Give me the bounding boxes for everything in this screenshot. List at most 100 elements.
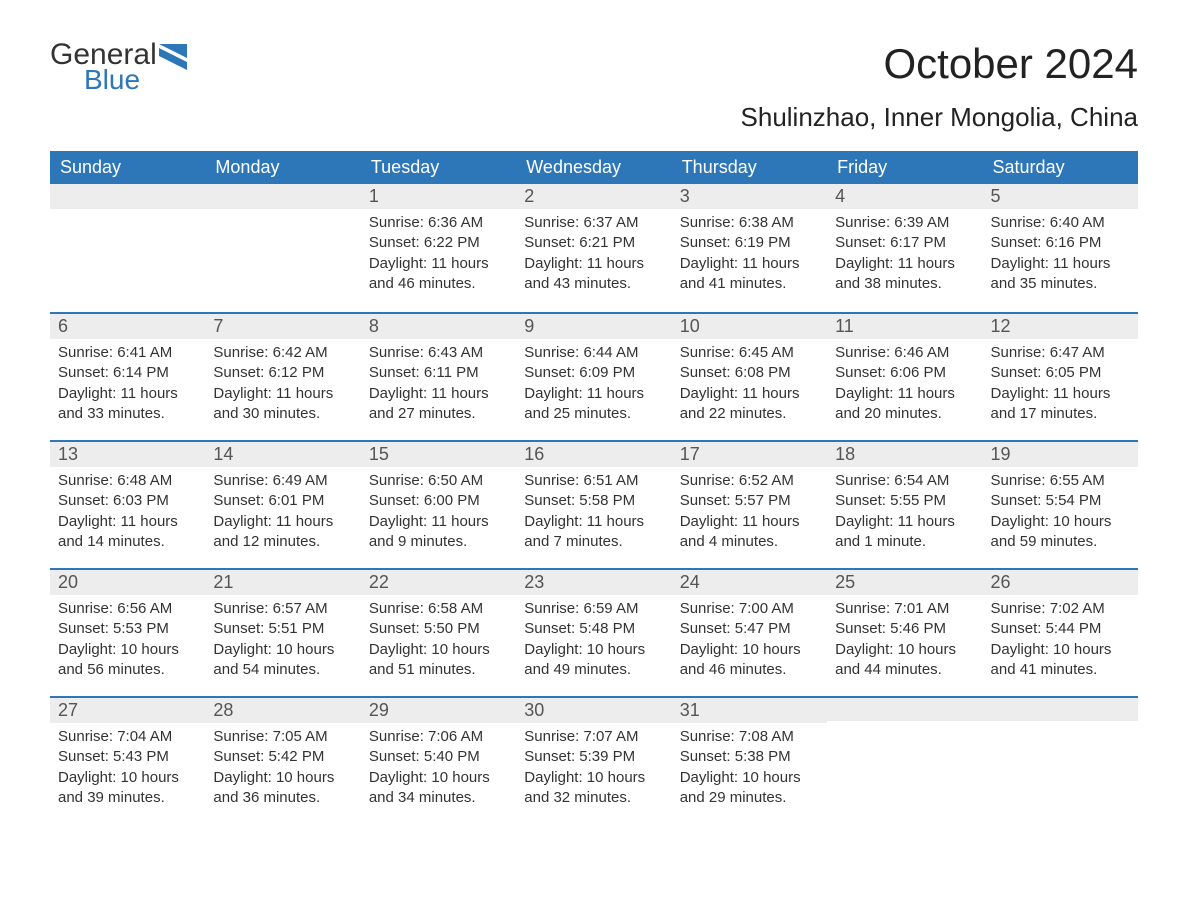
header: General Blue October 2024 [50, 40, 1138, 96]
day-number-bar [50, 184, 205, 209]
daylight-text: Daylight: 10 hours and 56 minutes. [58, 640, 197, 681]
day-number-bar: 4 [827, 184, 982, 209]
day-body: Sunrise: 6:43 AMSunset: 6:11 PMDaylight:… [361, 339, 516, 434]
day-number-bar: 8 [361, 312, 516, 339]
calendar-cell: 18Sunrise: 6:54 AMSunset: 5:55 PMDayligh… [827, 440, 982, 568]
daylight-text: Daylight: 11 hours and 33 minutes. [58, 384, 197, 425]
sunset-text: Sunset: 6:01 PM [213, 491, 352, 511]
day-body [205, 209, 360, 223]
day-number: 21 [213, 572, 233, 592]
day-body: Sunrise: 6:41 AMSunset: 6:14 PMDaylight:… [50, 339, 205, 434]
sunrise-text: Sunrise: 7:07 AM [524, 727, 663, 747]
calendar-cell [983, 696, 1138, 824]
sunrise-text: Sunrise: 6:56 AM [58, 599, 197, 619]
day-body: Sunrise: 7:02 AMSunset: 5:44 PMDaylight:… [983, 595, 1138, 690]
sunset-text: Sunset: 5:54 PM [991, 491, 1130, 511]
day-number: 24 [680, 572, 700, 592]
sunrise-text: Sunrise: 6:46 AM [835, 343, 974, 363]
sunrise-text: Sunrise: 7:04 AM [58, 727, 197, 747]
day-body: Sunrise: 6:46 AMSunset: 6:06 PMDaylight:… [827, 339, 982, 434]
calendar-week-row: 13Sunrise: 6:48 AMSunset: 6:03 PMDayligh… [50, 440, 1138, 568]
calendar-cell: 3Sunrise: 6:38 AMSunset: 6:19 PMDaylight… [672, 184, 827, 312]
weekday-header: Wednesday [516, 151, 671, 184]
calendar-week-row: 6 Sunrise: 6:41 AMSunset: 6:14 PMDaylight… [50, 312, 1138, 440]
sunrise-text: Sunrise: 6:58 AM [369, 599, 508, 619]
day-body [983, 721, 1138, 735]
day-body: Sunrise: 6:37 AMSunset: 6:21 PMDaylight:… [516, 209, 671, 304]
day-number-bar: 31 [672, 696, 827, 723]
daylight-text: Daylight: 10 hours and 51 minutes. [369, 640, 508, 681]
daylight-text: Daylight: 11 hours and 46 minutes. [369, 254, 508, 295]
sunrise-text: Sunrise: 6:51 AM [524, 471, 663, 491]
calendar-cell: 21 Sunrise: 6:57 AMSunset: 5:51 PMDayligh… [205, 568, 360, 696]
sunrise-text: Sunrise: 6:47 AM [991, 343, 1130, 363]
day-number: 5 [991, 186, 1001, 206]
sunset-text: Sunset: 5:40 PM [369, 747, 508, 767]
day-body: Sunrise: 6:36 AMSunset: 6:22 PMDaylight:… [361, 209, 516, 304]
day-number-bar: 24 [672, 568, 827, 595]
weekday-header: Tuesday [361, 151, 516, 184]
sunrise-text: Sunrise: 6:39 AM [835, 213, 974, 233]
calendar-cell [205, 184, 360, 312]
sunset-text: Sunset: 5:42 PM [213, 747, 352, 767]
day-number: 31 [680, 700, 700, 720]
daylight-text: Daylight: 11 hours and 7 minutes. [524, 512, 663, 553]
weekday-header: Sunday [50, 151, 205, 184]
logo-flag-icon [159, 44, 193, 75]
daylight-text: Daylight: 10 hours and 44 minutes. [835, 640, 974, 681]
calendar-cell: 7Sunrise: 6:42 AMSunset: 6:12 PMDaylight… [205, 312, 360, 440]
day-number-bar: 13 [50, 440, 205, 467]
logo-word2: Blue [84, 64, 157, 96]
day-body: Sunrise: 7:00 AMSunset: 5:47 PMDaylight:… [672, 595, 827, 690]
sunrise-text: Sunrise: 6:52 AM [680, 471, 819, 491]
sunrise-text: Sunrise: 6:57 AM [213, 599, 352, 619]
sunset-text: Sunset: 6:16 PM [991, 233, 1130, 253]
day-body: Sunrise: 6:49 AMSunset: 6:01 PMDaylight:… [205, 467, 360, 562]
daylight-text: Daylight: 10 hours and 36 minutes. [213, 768, 352, 809]
day-number: 9 [524, 316, 534, 336]
day-body: Sunrise: 6:47 AMSunset: 6:05 PMDaylight:… [983, 339, 1138, 434]
daylight-text: Daylight: 11 hours and 27 minutes. [369, 384, 508, 425]
daylight-text: Daylight: 11 hours and 12 minutes. [213, 512, 352, 553]
day-number-bar: 20 [50, 568, 205, 595]
day-body: Sunrise: 6:50 AMSunset: 6:00 PMDaylight:… [361, 467, 516, 562]
day-number-bar: 2 [516, 184, 671, 209]
day-number: 2 [524, 186, 534, 206]
daylight-text: Daylight: 10 hours and 34 minutes. [369, 768, 508, 809]
day-body [50, 209, 205, 223]
daylight-text: Daylight: 11 hours and 22 minutes. [680, 384, 819, 425]
sunset-text: Sunset: 6:05 PM [991, 363, 1130, 383]
calendar-cell: 14Sunrise: 6:49 AMSunset: 6:01 PMDayligh… [205, 440, 360, 568]
sunset-text: Sunset: 5:46 PM [835, 619, 974, 639]
daylight-text: Daylight: 10 hours and 49 minutes. [524, 640, 663, 681]
day-number-bar: 12 [983, 312, 1138, 339]
calendar-cell: 17Sunrise: 6:52 AMSunset: 5:57 PMDayligh… [672, 440, 827, 568]
day-number-bar: 14 [205, 440, 360, 467]
day-number: 19 [991, 444, 1011, 464]
day-number-bar: 19 [983, 440, 1138, 467]
day-number-bar: 27 [50, 696, 205, 723]
sunset-text: Sunset: 6:09 PM [524, 363, 663, 383]
day-number: 22 [369, 572, 389, 592]
day-number-bar: 1 [361, 184, 516, 209]
sunrise-text: Sunrise: 6:43 AM [369, 343, 508, 363]
sunset-text: Sunset: 5:57 PM [680, 491, 819, 511]
day-body: Sunrise: 6:51 AMSunset: 5:58 PMDaylight:… [516, 467, 671, 562]
sunrise-text: Sunrise: 7:06 AM [369, 727, 508, 747]
calendar-cell: 28Sunrise: 7:05 AMSunset: 5:42 PMDayligh… [205, 696, 360, 824]
day-number-bar: 17 [672, 440, 827, 467]
day-number: 17 [680, 444, 700, 464]
day-body: Sunrise: 7:04 AMSunset: 5:43 PMDaylight:… [50, 723, 205, 818]
day-body: Sunrise: 6:57 AMSunset: 5:51 PMDaylight:… [205, 595, 360, 690]
day-number: 6 [58, 316, 68, 336]
sunset-text: Sunset: 6:12 PM [213, 363, 352, 383]
day-number: 12 [991, 316, 1011, 336]
sunset-text: Sunset: 5:53 PM [58, 619, 197, 639]
day-number-bar: 23 [516, 568, 671, 595]
day-number: 23 [524, 572, 544, 592]
calendar-cell: 29Sunrise: 7:06 AMSunset: 5:40 PMDayligh… [361, 696, 516, 824]
day-number-bar: 22 [361, 568, 516, 595]
calendar-cell: 4Sunrise: 6:39 AMSunset: 6:17 PMDaylight… [827, 184, 982, 312]
sunrise-text: Sunrise: 6:40 AM [991, 213, 1130, 233]
day-number-bar: 26 [983, 568, 1138, 595]
